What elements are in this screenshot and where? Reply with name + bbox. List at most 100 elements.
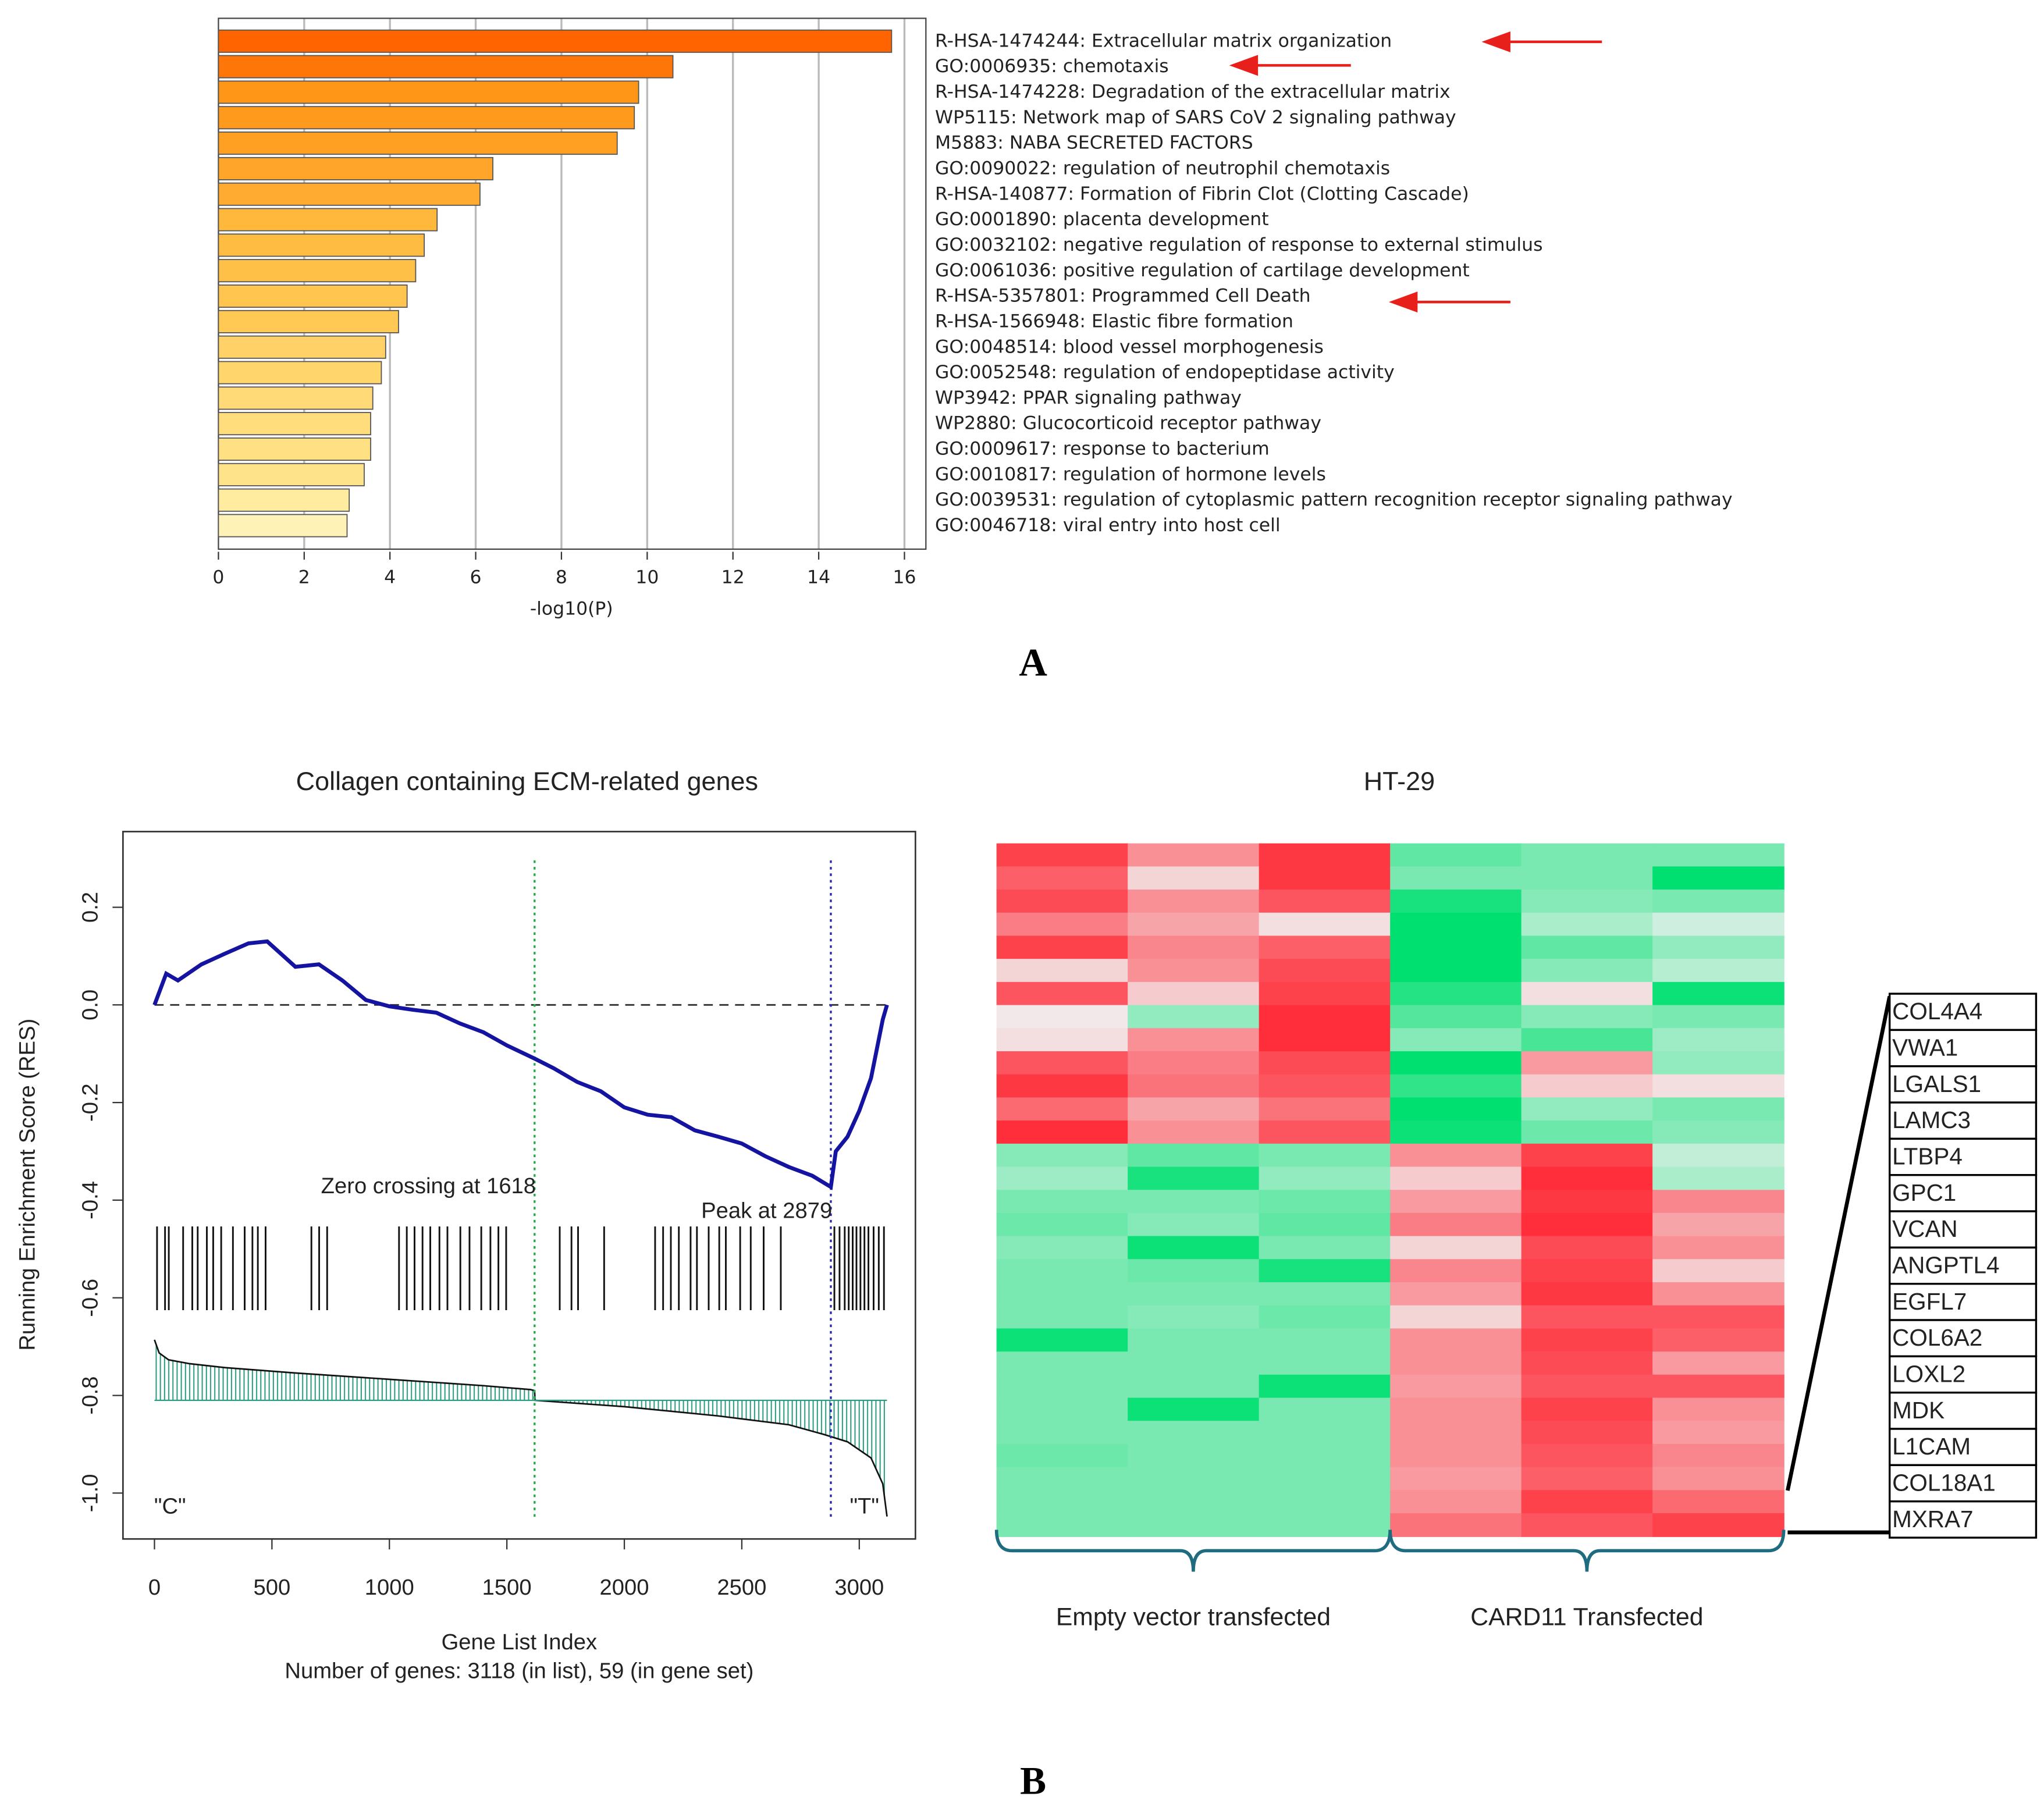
- y-tick-label: -0.2: [78, 1083, 103, 1122]
- arrows: [1229, 31, 1602, 313]
- heatmap-cell: [1390, 1097, 1522, 1122]
- bar: [218, 310, 399, 333]
- heatmap-cell: [1259, 912, 1391, 937]
- heatmap-cell: [1128, 1467, 1260, 1491]
- gene-label: ANGPTL4: [1892, 1251, 1999, 1278]
- heatmap-cell: [1128, 1236, 1260, 1260]
- gene-cell: [1889, 1029, 2038, 1068]
- group-label: CARD11 Transfected: [1470, 1603, 1703, 1631]
- heatmap-cell: [1521, 1097, 1654, 1122]
- x-tick-label: 2: [298, 567, 310, 588]
- heatmap-cell: [1521, 1121, 1654, 1144]
- gene-cell: [1889, 1137, 2038, 1176]
- heatmap-cell: [1128, 1490, 1260, 1514]
- heatmap-cell: [1652, 1467, 1784, 1491]
- heatmap-cell: [1390, 1074, 1522, 1098]
- heatmap-cell: [1652, 1028, 1784, 1052]
- heatmap-cell: [1390, 1374, 1522, 1399]
- gene-label: MDK: [1892, 1397, 1945, 1424]
- bar: [218, 386, 374, 410]
- bar: [218, 80, 639, 104]
- heatmap-cell: [1390, 1212, 1522, 1237]
- category-label: GO:0009617: response to bacterium: [935, 439, 1270, 460]
- heatmap-cell: [1652, 1166, 1784, 1191]
- bar: [218, 488, 350, 512]
- heatmap-cell: [996, 1490, 1129, 1514]
- heatmap-cell: [1390, 1143, 1522, 1168]
- heatmap-cell: [996, 1374, 1129, 1399]
- x-tick-label: 0: [212, 567, 224, 588]
- gene-label: COL4A4: [1892, 998, 1982, 1025]
- x-tick-label: 4: [384, 567, 396, 588]
- x-axis-label: -log10(P): [530, 598, 613, 619]
- heatmap-cell: [996, 1074, 1129, 1098]
- heatmap-cell: [1521, 1074, 1654, 1098]
- x-tick-label: 10: [635, 567, 659, 588]
- annotation: Peak at 2879: [701, 1198, 832, 1223]
- heatmap-cell: [1259, 1121, 1391, 1144]
- arrow-head: [1229, 55, 1259, 76]
- heatmap-cell: [996, 1443, 1129, 1468]
- heatmap-cell: [1652, 1143, 1784, 1168]
- heatmap-cell: [996, 1051, 1129, 1075]
- gene-label: MXRA7: [1892, 1506, 1973, 1532]
- heatmap-cell: [1390, 843, 1522, 867]
- heatmap-cell: [1521, 843, 1654, 867]
- bar: [218, 259, 417, 283]
- bar: [218, 284, 408, 308]
- heatmap-cell: [1652, 912, 1784, 937]
- x-tick-label: 1500: [482, 1575, 532, 1600]
- heatmap-cell: [996, 1328, 1129, 1353]
- category-label: R-HSA-1474228: Degradation of the extrac…: [935, 81, 1451, 102]
- heatmap-cell: [1390, 866, 1522, 891]
- heatmap-cell: [1128, 1190, 1260, 1214]
- subtitle: Number of genes: 3118 (in list), 59 (in …: [285, 1659, 753, 1684]
- heatmap-cell: [1390, 1051, 1522, 1075]
- heatmap-cell: [1521, 1490, 1654, 1514]
- y-tick-label: -1.0: [78, 1474, 103, 1512]
- heatmap-cell: [1390, 1282, 1522, 1306]
- gene-label: LOXL2: [1892, 1360, 1965, 1387]
- heatmap-cell: [1259, 1328, 1391, 1353]
- arrow-head: [1388, 291, 1418, 313]
- heatmap-cell: [1128, 935, 1260, 960]
- heatmap-cell: [1128, 1143, 1260, 1168]
- heatmap-cell: [996, 1513, 1129, 1537]
- heatmap-cell: [1652, 1282, 1784, 1306]
- plot-frame: [122, 831, 916, 1540]
- heatmap-cell: [996, 1467, 1129, 1491]
- heatmap-cell: [1259, 843, 1391, 867]
- category-label: GO:0052548: regulation of endopeptidase …: [935, 362, 1395, 383]
- category-label: R-HSA-5357801: Programmed Cell Death: [935, 286, 1311, 307]
- heatmap-cell: [1259, 959, 1391, 983]
- heatmap-cell: [996, 981, 1129, 1006]
- gene-label: LGALS1: [1892, 1070, 1981, 1097]
- heatmap-cell: [1652, 1374, 1784, 1399]
- heatmap-cell: [1390, 1166, 1522, 1191]
- heatmap-cell: [1652, 1328, 1784, 1353]
- heatmap-cell: [1128, 1305, 1260, 1329]
- heatmap-cell: [1390, 959, 1522, 983]
- bar: [218, 182, 481, 206]
- heatmap-cell: [1128, 1166, 1260, 1191]
- heatmap-cell: [996, 959, 1129, 983]
- bar: [218, 463, 365, 486]
- category-label: GO:0010817: regulation of hormone levels: [935, 464, 1326, 485]
- heatmap-cell: [996, 1097, 1129, 1122]
- heatmap-cell: [1259, 1490, 1391, 1514]
- heatmap-cell: [996, 1236, 1129, 1260]
- category-label: WP2880: Glucocorticoid receptor pathway: [935, 413, 1321, 434]
- heatmap-cell: [1390, 1305, 1522, 1329]
- category-label: GO:0061036: positive regulation of carti…: [935, 260, 1470, 281]
- gene-cell: [1889, 1319, 2038, 1358]
- x-tick-label: 3000: [834, 1575, 884, 1600]
- heatmap-cell: [1390, 1467, 1522, 1491]
- heatmap-cell: [1652, 1005, 1784, 1029]
- gene-label: VCAN: [1892, 1215, 1957, 1242]
- heatmap-cell: [996, 1190, 1129, 1214]
- heatmap-cell: [1128, 1351, 1260, 1375]
- bar: [218, 437, 371, 461]
- heatmap-cell: [1390, 1028, 1522, 1052]
- heatmap-cell: [1128, 1005, 1260, 1029]
- heatmap-cell: [1390, 1421, 1522, 1445]
